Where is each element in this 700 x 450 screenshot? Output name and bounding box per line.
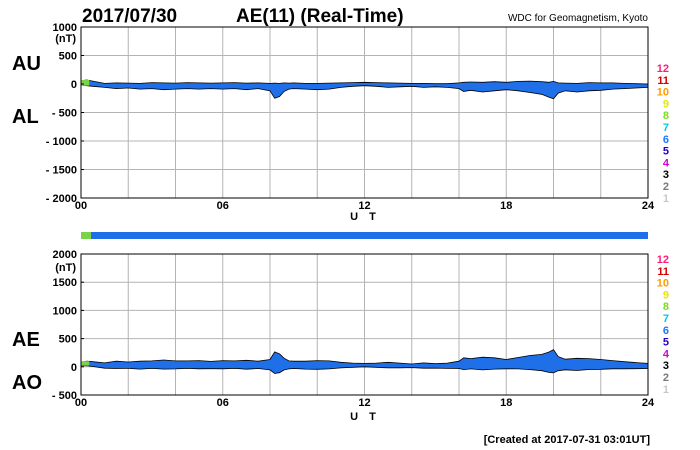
upper-series-line [80, 349, 649, 365]
y-tick-label: 1000 [53, 305, 77, 317]
au-al-unit-label: (nT) [55, 33, 76, 45]
station-legend-item: 7 [663, 313, 669, 325]
availability-bar-fill [81, 232, 648, 239]
station-legend-item: 2 [663, 372, 669, 384]
created-timestamp: [Created at 2017-07-31 03:01UT] [484, 434, 651, 446]
ae-ao-unit-label: (nT) [55, 262, 76, 274]
x-tick-label: 12 [358, 200, 370, 212]
data-availability-bar [81, 232, 648, 239]
x-tick-label: 12 [358, 397, 370, 409]
station-legend-item: 6 [663, 134, 669, 146]
station-legend-item: 12 [657, 254, 669, 266]
station-legend-item: 3 [663, 360, 669, 372]
station-legend-item: 2 [663, 181, 669, 193]
start-marker [81, 361, 90, 366]
station-legend-item: 5 [663, 146, 669, 158]
y-tick-label: - 500 [52, 390, 77, 402]
station-legend-item: 4 [663, 157, 670, 169]
x-tick-label: 06 [217, 200, 229, 212]
au-al-x-axis-title: U T [350, 211, 380, 223]
x-tick-label: 24 [642, 200, 655, 212]
station-legend-item: 8 [663, 301, 669, 313]
plot-date: 2017/07/30 [82, 6, 177, 27]
y-tick-label: - 500 [52, 108, 77, 120]
station-legend-item: 11 [657, 75, 669, 87]
au-al-panel: (nT) AU AL U T 1000 500 0 - 500 - 1000 - 1500… [12, 22, 655, 223]
station-legend-item: 9 [663, 289, 669, 301]
plot-title: AE(11) (Real-Time) [236, 6, 404, 27]
station-legend-item: 5 [663, 337, 669, 349]
x-tick-label: 06 [217, 397, 229, 409]
au-series-label: AU [12, 53, 41, 75]
station-legend-item: 1 [663, 384, 669, 396]
plot-frame [80, 253, 649, 396]
y-tick-label: 0 [71, 79, 77, 91]
station-legend-item: 3 [663, 169, 669, 181]
y-tick-label: 0 [71, 362, 77, 374]
envelope-area [81, 80, 648, 99]
y-tick-label: - 1000 [46, 136, 77, 148]
y-tick-label: 500 [59, 334, 77, 346]
station-legend-item: 4 [663, 348, 670, 360]
y-tick-label: - 1500 [46, 165, 77, 177]
station-legend-item: 12 [657, 63, 669, 75]
x-tick-label: 18 [500, 200, 512, 212]
station-legend-item: 1 [663, 193, 669, 205]
y-tick-label: - 2000 [46, 193, 77, 205]
envelope-area [81, 349, 648, 374]
x-tick-label: 24 [642, 397, 655, 409]
ae-ao-x-axis-title: U T [350, 411, 380, 423]
x-tick-label: 00 [75, 200, 87, 212]
ae-series-label: AE [12, 329, 40, 351]
availability-bar-start [81, 232, 91, 239]
al-series-label: AL [12, 106, 39, 128]
lower-series-line [81, 365, 649, 374]
station-legend-item: 6 [663, 325, 669, 337]
station-legend-item: 10 [657, 87, 669, 99]
start-marker [81, 80, 90, 86]
y-tick-label: 1500 [53, 277, 77, 289]
lower-series-line [80, 84, 649, 100]
station-legend-item: 10 [657, 278, 669, 290]
x-tick-label: 00 [75, 397, 87, 409]
station-legend-item: 11 [657, 266, 669, 278]
upper-series-line [80, 79, 649, 85]
y-tick-label: 1000 [53, 22, 77, 34]
y-tick-label: 2000 [53, 249, 77, 261]
station-legend-item: 7 [663, 122, 669, 134]
station-legend-item: 9 [663, 98, 669, 110]
ao-series-label: AO [12, 372, 42, 394]
station-legend-item: 8 [663, 110, 669, 122]
x-tick-label: 18 [500, 397, 512, 409]
y-tick-label: 500 [59, 51, 77, 63]
data-source-label: WDC for Geomagnetism, Kyoto [508, 13, 648, 24]
